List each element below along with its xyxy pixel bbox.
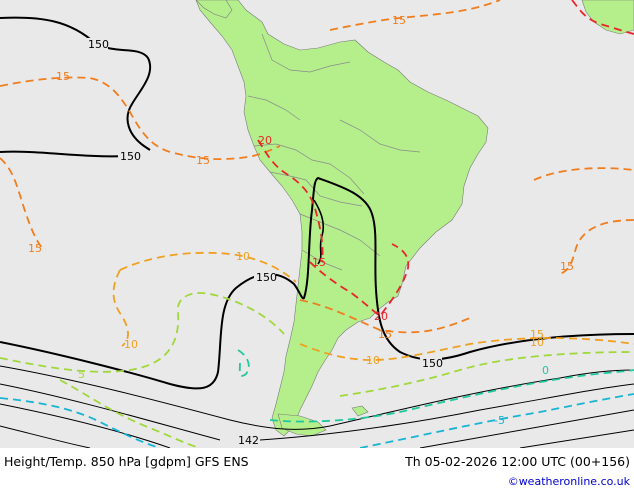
height-contour-150-central (0, 176, 634, 390)
temp-label-neg5: -5 (494, 414, 505, 427)
south-america-land (195, 0, 489, 437)
contour-labels: 150 150 150 150 142 15 15 15 15 15 15 15… (28, 14, 574, 447)
temp-contour-15-west (0, 157, 45, 251)
height-label-150-se: 150 (422, 357, 443, 370)
temp-label-15-e: 15 (560, 260, 574, 273)
height-contour-150-west (0, 150, 129, 158)
height-contours-south (0, 365, 634, 448)
map-footer: Height/Temp. 850 hPa [gdpm] GFS ENS Th 0… (0, 448, 634, 490)
temp-label-15-d: 15 (392, 14, 406, 27)
caribbean-land (581, 0, 634, 35)
temp-contour-10-south (299, 337, 634, 361)
temp-contour-10-west (112, 251, 297, 347)
temp-label-15-a: 15 (56, 70, 70, 83)
map-canvas: 150 150 150 150 142 15 15 15 15 15 15 15… (0, 0, 634, 448)
temp-contour-0 (237, 349, 634, 423)
height-label-150-w: 150 (120, 150, 141, 163)
temp-contour-5-west (0, 292, 285, 373)
temp-contour-15-north (0, 76, 281, 161)
temp-label-10-a: 10 (236, 250, 250, 263)
height-label-142: 142 (238, 434, 259, 447)
temp-contour-15-central (299, 299, 471, 334)
forecast-datetime: Th 05-02-2026 12:00 UTC (00+156) (405, 454, 630, 469)
falkland-islands (351, 405, 369, 417)
country-borders (247, 33, 421, 271)
temperature-contours (0, 0, 634, 448)
temp-contour-5-south (339, 351, 634, 397)
weather-map: 150 150 150 150 142 15 15 15 15 15 15 15… (0, 0, 634, 448)
temp-label-15-h: 15 (530, 328, 544, 341)
temp-label-15-b: 15 (196, 154, 210, 167)
temp-label-10-c: 10 (366, 354, 380, 367)
height-contour-150-northwest (0, 16, 151, 151)
temp-contour-15-east (533, 167, 634, 275)
central-america-land (195, 0, 233, 19)
temp-label-20-b: 20 (374, 310, 388, 323)
temp-contour-5-inner (59, 379, 201, 448)
height-label-150-nw: 150 (88, 38, 109, 51)
temp-contour-20-andes (257, 139, 324, 263)
credit-link[interactable]: ©weatheronline.co.uk (507, 475, 630, 488)
height-label-150-c: 150 (256, 271, 277, 284)
temp-label-15-g: 15 (312, 256, 326, 269)
temp-label-20-a: 20 (258, 134, 272, 147)
temp-label-15-c: 15 (28, 242, 42, 255)
temp-contour-neg5 (0, 393, 634, 448)
temp-contour-15-topright (329, 0, 501, 31)
temp-label-5: 5 (78, 368, 85, 381)
temp-label-10-d: 10 (530, 336, 544, 349)
temp-label-15-f: 15 (378, 328, 392, 341)
map-title: Height/Temp. 850 hPa [gdpm] GFS ENS (4, 454, 249, 469)
temp-label-0: 0 (542, 364, 549, 377)
temp-label-10-b: 10 (124, 338, 138, 351)
